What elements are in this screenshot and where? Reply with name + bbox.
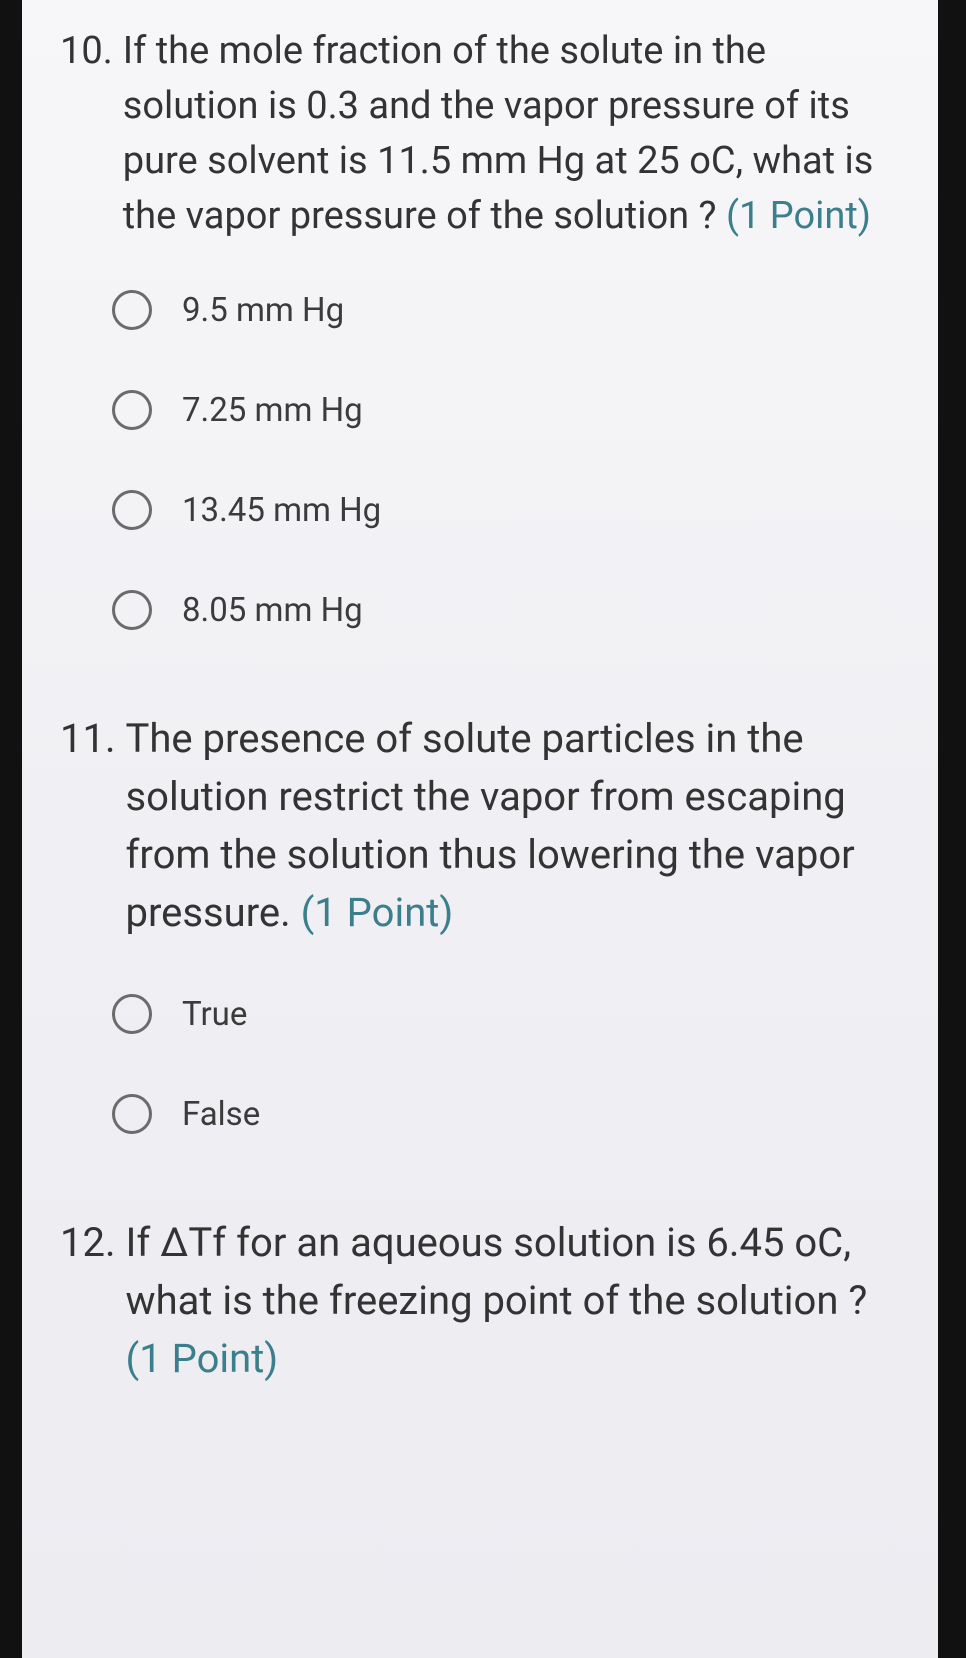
option-q10-2[interactable]: 13.45 mm Hg (112, 490, 900, 530)
question-11-options: True False (60, 994, 900, 1134)
radio-icon (112, 1094, 152, 1134)
question-12-points: (1 Point) (126, 1335, 279, 1382)
radio-icon (112, 290, 152, 330)
option-q11-0[interactable]: True (112, 994, 900, 1034)
option-q10-1[interactable]: 7.25 mm Hg (112, 390, 900, 430)
option-q11-0-label: True (182, 995, 247, 1034)
option-q11-1-label: False (182, 1095, 260, 1134)
question-11-number: 11. (60, 710, 116, 768)
option-q10-3[interactable]: 8.05 mm Hg (112, 590, 900, 630)
option-q11-1[interactable]: False (112, 1094, 900, 1134)
question-11-points: (1 Point) (301, 889, 454, 936)
question-11-body-text: The presence of solute particles in the … (126, 715, 855, 936)
question-12-body-text: If ΔTf for an aqueous solution is 6.45 o… (126, 1219, 868, 1324)
option-q10-0-label: 9.5 mm Hg (182, 291, 344, 330)
question-12-body: If ΔTf for an aqueous solution is 6.45 o… (126, 1214, 900, 1388)
option-q10-1-label: 7.25 mm Hg (182, 391, 363, 430)
question-12: 12. If ΔTf for an aqueous solution is 6.… (60, 1214, 900, 1388)
radio-icon (112, 490, 152, 530)
option-q10-3-label: 8.05 mm Hg (182, 591, 363, 630)
radio-icon (112, 590, 152, 630)
question-10-points: (1 Point) (726, 194, 871, 238)
radio-icon (112, 994, 152, 1034)
question-10-number: 10. (60, 24, 113, 79)
question-11-body: The presence of solute particles in the … (126, 710, 900, 942)
phone-frame: 10. If the mole fraction of the solute i… (0, 0, 966, 1658)
question-12-number: 12. (60, 1214, 116, 1272)
form-content: 10. If the mole fraction of the solute i… (22, 0, 938, 1658)
question-10: 10. If the mole fraction of the solute i… (60, 24, 900, 630)
option-q10-2-label: 13.45 mm Hg (182, 491, 381, 530)
question-11: 11. The presence of solute particles in … (60, 710, 900, 1134)
question-10-text: 10. If the mole fraction of the solute i… (60, 24, 900, 244)
option-q10-0[interactable]: 9.5 mm Hg (112, 290, 900, 330)
radio-icon (112, 390, 152, 430)
question-10-body: If the mole fraction of the solute in th… (123, 24, 900, 244)
question-10-options: 9.5 mm Hg 7.25 mm Hg 13.45 mm Hg 8.05 mm… (60, 290, 900, 630)
question-11-text: 11. The presence of solute particles in … (60, 710, 900, 942)
question-12-text: 12. If ΔTf for an aqueous solution is 6.… (60, 1214, 900, 1388)
